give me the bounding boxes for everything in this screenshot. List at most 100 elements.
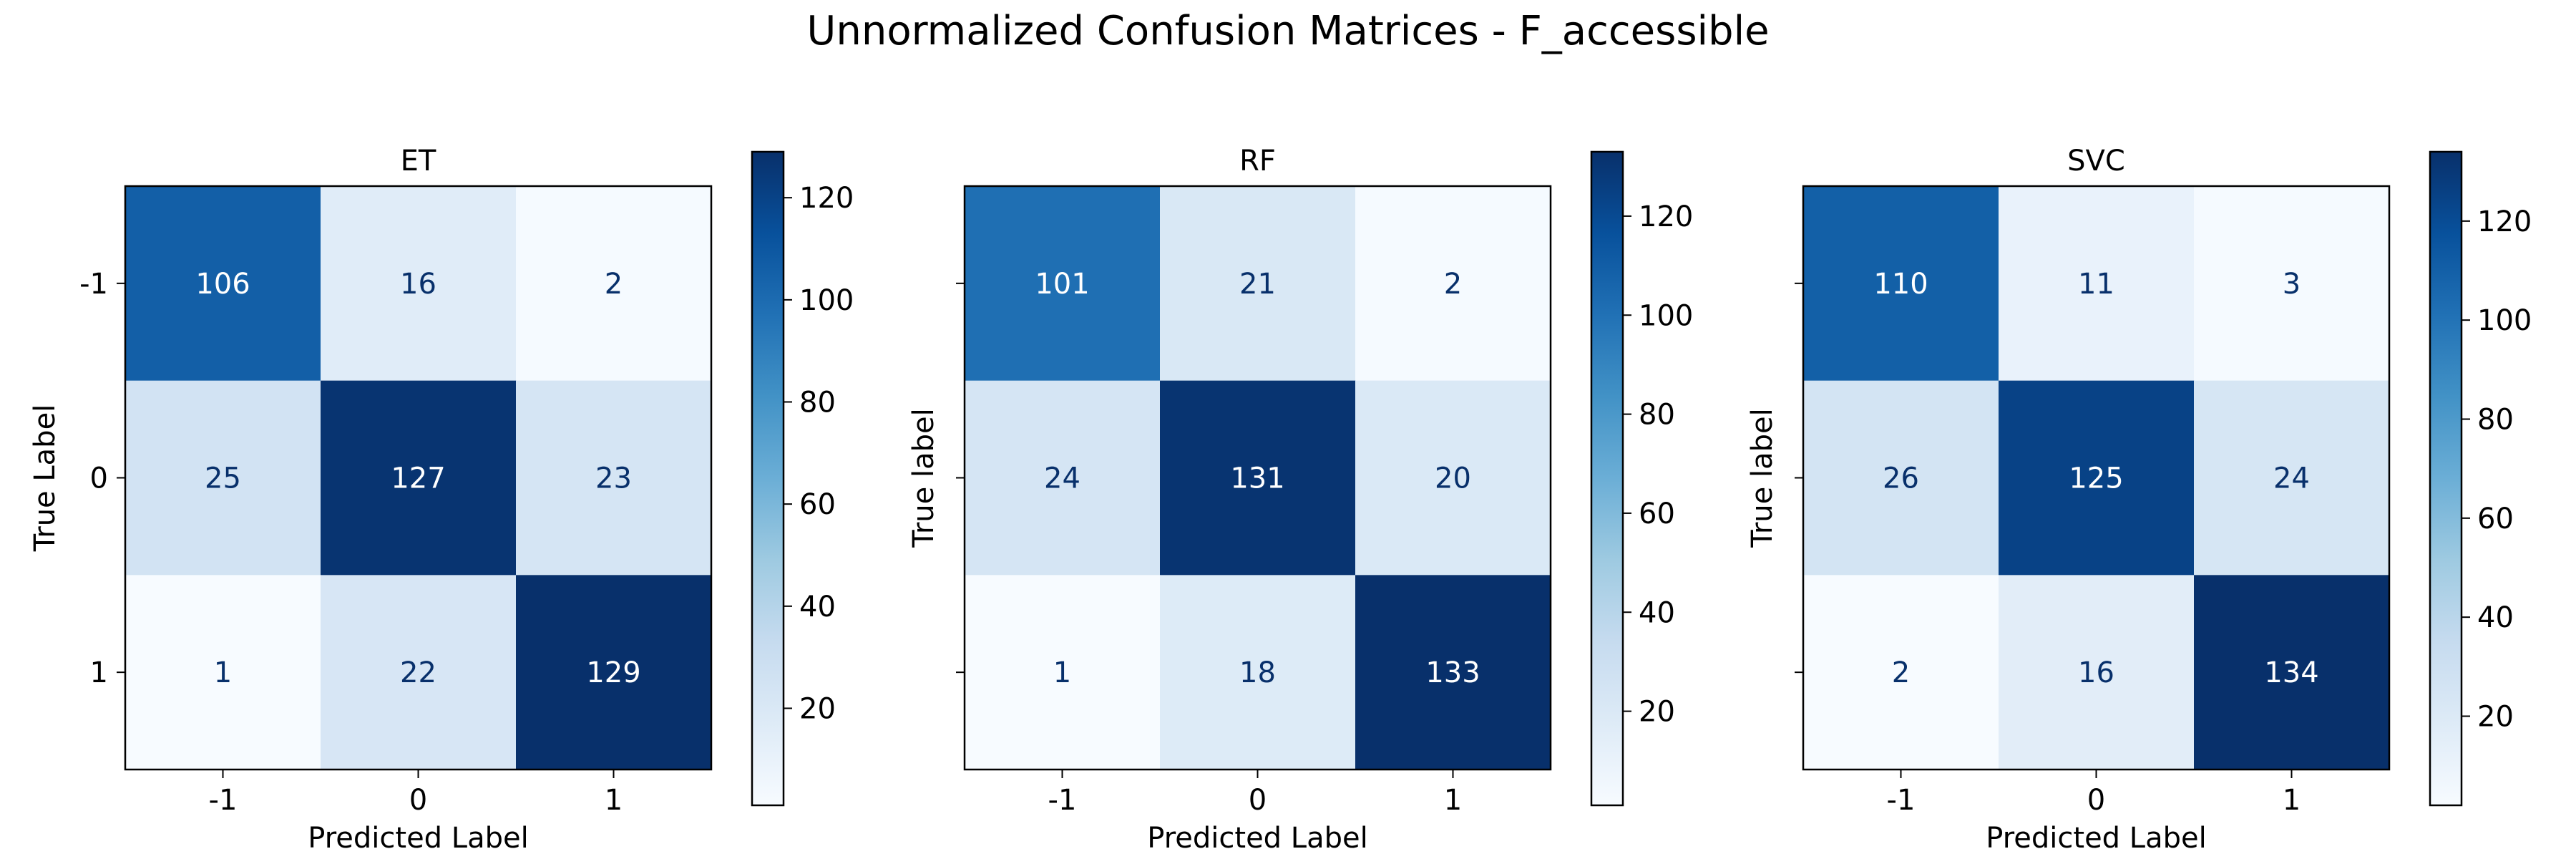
- colorbar-tick-label: 80: [1639, 399, 1675, 432]
- matrix-cell: [1803, 186, 1999, 382]
- cell-value-label: 134: [2264, 656, 2318, 689]
- matrix-cell: [321, 380, 517, 576]
- y-axis-label: True label: [907, 408, 940, 548]
- cell-value-label: 18: [1239, 656, 1276, 689]
- matrix-cell: [321, 186, 517, 382]
- matrix-cell: [965, 186, 1161, 382]
- cell-value-label: 16: [400, 268, 436, 301]
- y-axis-label: True label: [1746, 408, 1779, 548]
- matrix-cell: [516, 575, 712, 770]
- x-tick-label: -1: [209, 784, 238, 817]
- matrix-cell: [965, 575, 1161, 770]
- x-axis-label: Predicted Label: [1147, 822, 1367, 855]
- x-axis-label: Predicted Label: [308, 822, 528, 855]
- colorbar-tick-label: 20: [1639, 696, 1675, 729]
- cell-value-label: 106: [195, 268, 250, 301]
- matrix-cell: [1999, 380, 2195, 576]
- colorbar-tick-label: 80: [2477, 404, 2514, 437]
- panel-title: ET: [401, 145, 436, 178]
- matrix-panel-et: 106 16 2 25 127 23 1 22 129 ET -1 0 1 -1 0 1 Predicted L…: [29, 145, 854, 855]
- matrix-cell: [1803, 575, 1999, 770]
- matrix-cell: [1160, 575, 1356, 770]
- colorbar-tick-label: 100: [2477, 304, 2532, 337]
- colorbar-tick-label: 40: [1639, 596, 1675, 629]
- matrix-panel-svc: 110 11 3 26 125 24 2 16 134 SVC -1 0 1 Predicted Labe…: [1746, 145, 2532, 855]
- matrix-cell: [321, 575, 517, 770]
- colorbar-tick-label: 120: [799, 182, 854, 215]
- cell-value-label: 23: [595, 462, 632, 495]
- colorbar: [1590, 150, 1624, 807]
- matrix-cell: [1999, 186, 2195, 382]
- cell-value-label: 16: [2078, 656, 2114, 689]
- matrix-panel-rf: 101 21 2 24 131 20 1 18 133 RF -1 0 1 Predicted Label…: [907, 145, 1693, 855]
- colorbar-tick-label: 60: [1639, 498, 1675, 530]
- cell-value-label: 26: [1883, 462, 1919, 495]
- x-tick-label: 0: [409, 784, 427, 817]
- colorbar-tick-label: 120: [1639, 200, 1693, 233]
- cell-value-label: 125: [2069, 462, 2123, 495]
- colorbar-tick-label: 100: [799, 284, 854, 317]
- matrix-cell: [125, 575, 321, 770]
- cell-value-label: 110: [1873, 268, 1928, 301]
- matrix-cell: [1355, 380, 1551, 576]
- x-tick-label: 1: [605, 784, 623, 817]
- colorbar-tick-label: 20: [2477, 701, 2514, 734]
- matrix-cell: [125, 380, 321, 576]
- cell-value-label: 24: [1044, 462, 1080, 495]
- cell-value-label: 2: [1892, 656, 1910, 689]
- y-tick-label: -1: [79, 268, 108, 301]
- colorbar: [751, 150, 785, 807]
- cell-value-label: 11: [2078, 268, 2114, 301]
- x-tick-label: 1: [1444, 784, 1462, 817]
- x-tick-label: 0: [2087, 784, 2105, 817]
- matrix-cell: [965, 380, 1161, 576]
- colorbar-tick-label: 120: [2477, 205, 2532, 238]
- cell-value-label: 24: [2273, 462, 2310, 495]
- cell-value-label: 1: [1053, 656, 1071, 689]
- panel-title: RF: [1239, 145, 1276, 178]
- cell-value-label: 21: [1239, 268, 1276, 301]
- colorbar-tick-label: 60: [799, 488, 836, 521]
- y-tick-label: 1: [90, 656, 108, 689]
- matrix-cell: [2194, 186, 2390, 382]
- x-tick-label: 1: [2283, 784, 2301, 817]
- x-tick-label: -1: [1887, 784, 1916, 817]
- cell-value-label: 1: [214, 656, 232, 689]
- figure-title: Unnormalized Confusion Matrices - F_acce…: [806, 8, 1769, 54]
- x-tick-label: -1: [1048, 784, 1077, 817]
- colorbar-tick-label: 40: [799, 591, 836, 623]
- colorbar-tick-label: 80: [799, 387, 836, 419]
- matrix-cell: [2194, 575, 2390, 770]
- cell-value-label: 101: [1035, 268, 1089, 301]
- x-axis-label: Predicted Label: [1986, 822, 2206, 855]
- matrix-cell: [1355, 186, 1551, 382]
- cell-value-label: 3: [2283, 268, 2301, 301]
- matrix-cell: [1355, 575, 1551, 770]
- cell-value-label: 133: [1425, 656, 1480, 689]
- panel-title: SVC: [2067, 145, 2125, 178]
- x-tick-label: 0: [1249, 784, 1267, 817]
- matrix-cell: [1160, 186, 1356, 382]
- matrix-cell: [1999, 575, 2195, 770]
- colorbar-tick-label: 20: [799, 692, 836, 725]
- colorbar-tick-label: 60: [2477, 503, 2514, 535]
- cell-value-label: 2: [605, 268, 623, 301]
- cell-value-label: 129: [586, 656, 640, 689]
- colorbar: [2429, 150, 2463, 807]
- matrix-cell: [516, 380, 712, 576]
- y-axis-label: True Label: [29, 404, 62, 553]
- matrix-cell: [1160, 380, 1356, 576]
- cell-value-label: 25: [205, 462, 241, 495]
- colorbar-tick-label: 100: [1639, 299, 1693, 332]
- matrix-cell: [2194, 380, 2390, 576]
- matrix-cell: [516, 186, 712, 382]
- matrix-cell: [1803, 380, 1999, 576]
- cell-value-label: 131: [1230, 462, 1284, 495]
- cell-value-label: 127: [391, 462, 445, 495]
- y-tick-label: 0: [90, 462, 108, 495]
- colorbar-tick-label: 40: [2477, 601, 2514, 634]
- cell-value-label: 22: [400, 656, 436, 689]
- cell-value-label: 2: [1444, 268, 1462, 301]
